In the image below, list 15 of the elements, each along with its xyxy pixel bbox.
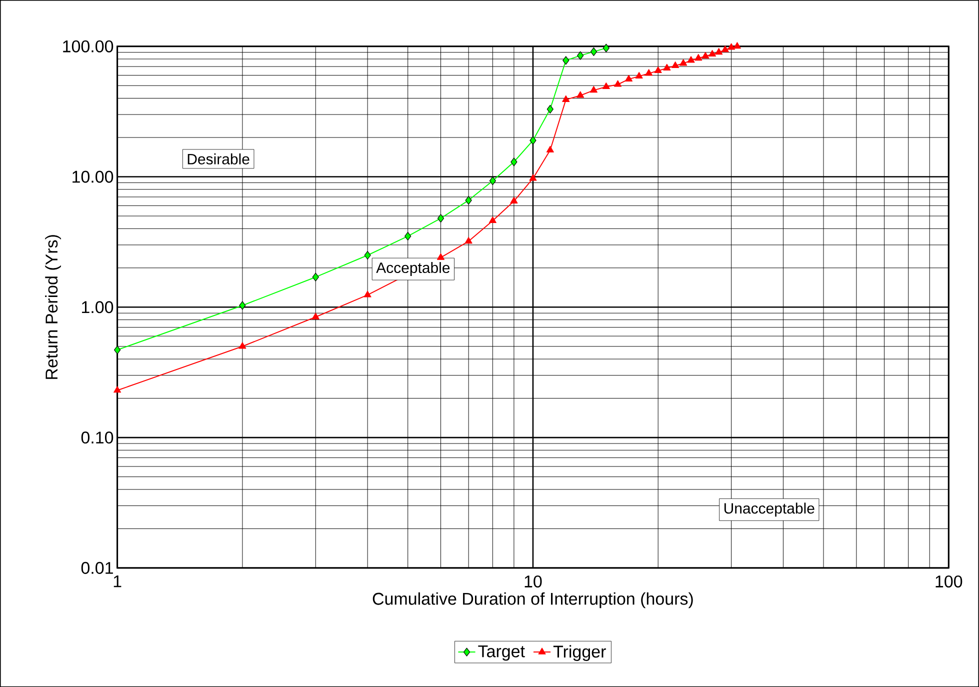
x-tick-label: 1 <box>114 575 122 588</box>
annotation: Unacceptable <box>724 502 814 516</box>
x-tick-label: 100 <box>936 575 962 588</box>
y-tick-label: 10.00 <box>72 170 114 183</box>
legend-label: Trigger <box>553 645 606 661</box>
y-tick-label: 1.00 <box>82 301 114 314</box>
y-tick-label: 100.00 <box>63 40 114 52</box>
legend-label: Target <box>478 645 525 661</box>
x-axis-title: Cumulative Duration of Interruption (hours) <box>372 592 693 608</box>
y-tick-label: 0.01 <box>81 562 113 574</box>
y-axis-title: Return Period (Yrs) <box>45 234 61 379</box>
x-tick-label: 10 <box>524 575 542 588</box>
annotation: Desirable <box>188 153 250 164</box>
annotation: Acceptable <box>376 262 450 276</box>
y-tick-label: 0.10 <box>81 431 114 444</box>
